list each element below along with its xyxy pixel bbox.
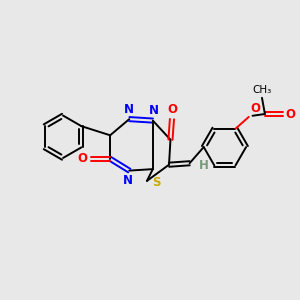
Text: N: N bbox=[148, 104, 158, 117]
Text: O: O bbox=[77, 152, 88, 165]
Text: H: H bbox=[198, 159, 208, 172]
Text: N: N bbox=[124, 103, 134, 116]
Text: CH₃: CH₃ bbox=[252, 85, 272, 95]
Text: S: S bbox=[152, 176, 161, 189]
Text: N: N bbox=[123, 174, 133, 187]
Text: O: O bbox=[286, 107, 296, 121]
Text: O: O bbox=[251, 103, 261, 116]
Text: O: O bbox=[167, 103, 177, 116]
